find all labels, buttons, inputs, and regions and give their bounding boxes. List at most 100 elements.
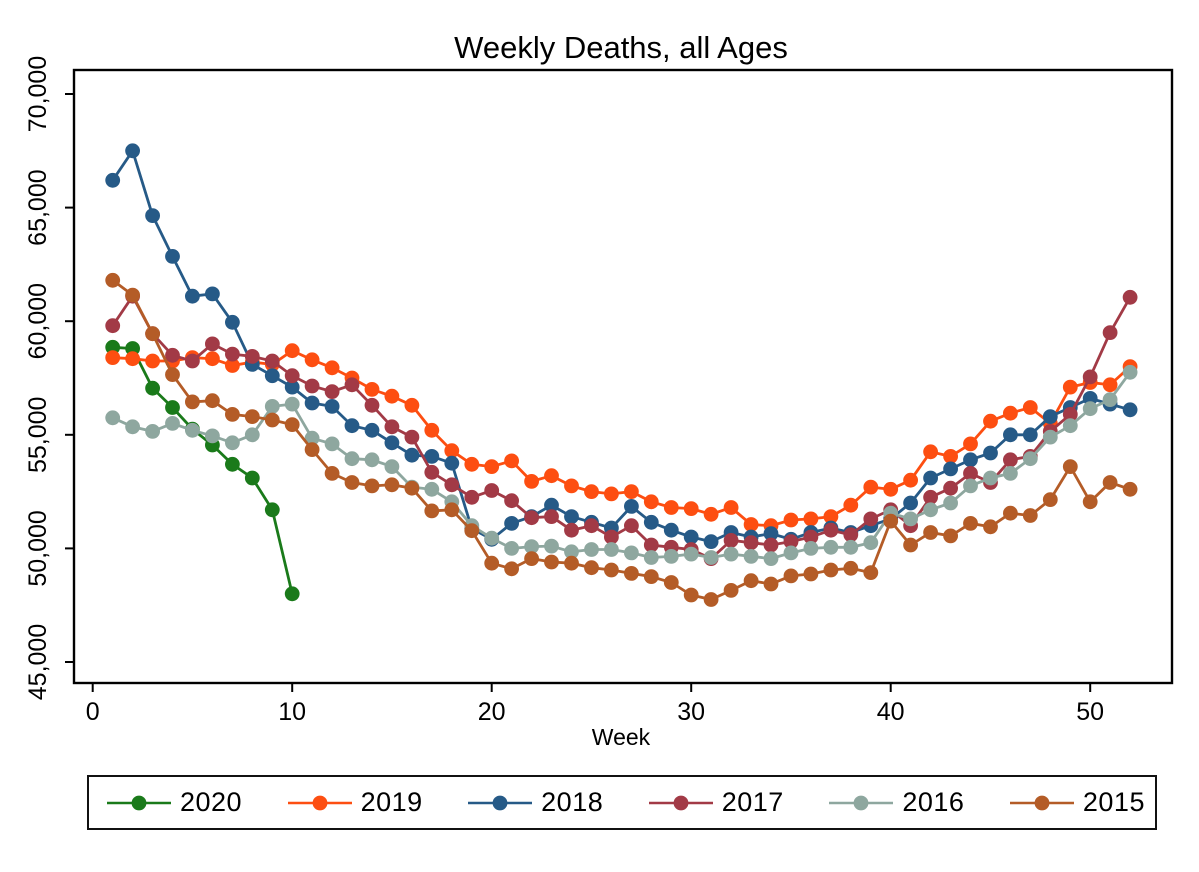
- series-2016-marker: [963, 478, 978, 494]
- legend-item-2018: 2018: [468, 787, 603, 818]
- series-2016-marker: [943, 495, 958, 511]
- series-2015-marker: [1003, 505, 1018, 521]
- series-2015-marker: [205, 393, 220, 409]
- series-2016-marker: [284, 396, 300, 412]
- series-2015-marker: [1062, 459, 1078, 474]
- series-2016-marker: [364, 452, 380, 468]
- series-2016-marker: [264, 399, 280, 414]
- series-2019-marker: [703, 506, 719, 522]
- series-2015-marker: [763, 576, 779, 592]
- series-2017-marker: [264, 353, 280, 369]
- series-2015-marker: [903, 537, 918, 553]
- series-2019-marker: [105, 350, 121, 365]
- series-2018-marker: [683, 529, 699, 545]
- series-2018-marker: [643, 514, 659, 530]
- series-2015-marker: [803, 566, 819, 582]
- series-layer: [105, 143, 1138, 607]
- series-2017-marker: [863, 511, 879, 527]
- series-2015: [105, 272, 1138, 607]
- series-2015-marker: [344, 475, 360, 490]
- series-2019-marker: [1102, 377, 1118, 393]
- series-2016-marker: [1082, 401, 1098, 417]
- legend-dot: [492, 795, 508, 810]
- legend-marker-2017: [648, 795, 713, 810]
- series-2019-marker: [584, 484, 599, 499]
- series-2015-marker: [683, 587, 699, 603]
- legend-item-2015: 2015: [1009, 787, 1145, 818]
- series-2019-marker: [943, 449, 958, 464]
- series-2018-marker: [504, 516, 519, 531]
- series-2016-marker: [903, 511, 918, 527]
- series-2019-marker: [424, 422, 440, 438]
- series-2017-marker: [564, 522, 579, 538]
- series-2019-marker: [1062, 379, 1078, 395]
- x-tick-label: 30: [677, 698, 705, 726]
- series-2019-marker: [504, 453, 519, 469]
- series-2015-marker: [304, 442, 320, 457]
- legend-label-2019: 2019: [360, 787, 423, 817]
- series-2019-marker: [783, 512, 799, 528]
- series-2017-marker: [843, 527, 859, 543]
- series-2018-marker: [324, 399, 340, 414]
- series-2015-marker: [125, 287, 140, 303]
- x-tick-label: 10: [278, 698, 306, 726]
- series-2018-marker: [225, 314, 240, 330]
- series-2015-marker: [643, 569, 659, 584]
- legend-dot: [853, 795, 869, 810]
- series-2016-marker: [763, 551, 779, 566]
- series-2019-marker: [843, 497, 859, 513]
- series-2020-marker: [105, 339, 121, 355]
- series-2017-line: [111, 293, 1132, 561]
- series-2016-marker: [244, 427, 260, 443]
- series-2017-marker: [1102, 325, 1118, 340]
- series-2015-marker: [943, 528, 958, 544]
- series-2019-marker: [1022, 400, 1038, 415]
- series-2016-marker: [1042, 429, 1058, 445]
- series-2017-marker: [723, 533, 739, 548]
- series-2018-marker: [1122, 402, 1138, 418]
- series-2020-marker: [284, 586, 300, 602]
- series-2015-marker: [145, 326, 161, 342]
- legend-item-2016: 2016: [829, 787, 964, 818]
- series-2016-marker: [324, 436, 340, 452]
- series-2019-marker: [145, 353, 161, 369]
- series-2019-marker: [643, 494, 659, 510]
- legend-marker-2015: [1009, 795, 1074, 810]
- series-2015-marker: [364, 478, 380, 494]
- series-2015-marker: [1082, 494, 1098, 510]
- series-2018-marker: [703, 534, 719, 549]
- series-2016-marker: [384, 459, 400, 474]
- series-2015-marker: [604, 562, 619, 578]
- series-2017-marker: [1082, 369, 1098, 385]
- series-2018-marker: [903, 495, 918, 511]
- series-2017-marker: [344, 377, 360, 393]
- y-tick-label: 60,000: [24, 283, 52, 359]
- series-2019-marker: [823, 509, 839, 524]
- series-2019-marker: [364, 382, 380, 397]
- series-2018-marker: [1082, 391, 1098, 406]
- series-2016-marker: [225, 435, 240, 451]
- series-2017-marker: [943, 480, 958, 496]
- series-2015-marker: [1122, 481, 1138, 497]
- series-2017-marker: [604, 529, 619, 545]
- series-2016-marker: [1102, 392, 1118, 407]
- y-tick-label: 55,000: [24, 397, 52, 473]
- series-2017-marker: [524, 510, 539, 526]
- series-2015-marker: [464, 523, 480, 539]
- series-2016-marker: [584, 542, 599, 557]
- series-2018-marker: [205, 286, 220, 302]
- series-2019-marker: [1003, 405, 1018, 421]
- series-2017-marker: [783, 534, 799, 549]
- series-2019-marker: [883, 481, 899, 497]
- series-2020-marker: [165, 400, 180, 415]
- x-tick-label: 20: [478, 698, 506, 726]
- series-2018-marker: [105, 172, 121, 188]
- x-axis-label: Week: [592, 724, 651, 750]
- series-2015-marker: [544, 554, 559, 570]
- series-2016-marker: [624, 545, 639, 561]
- series-2018-marker: [1022, 427, 1038, 443]
- series-2019-marker: [125, 351, 140, 367]
- series-2017-marker: [923, 489, 938, 505]
- series-2015-marker: [923, 525, 938, 540]
- series-2016-marker: [683, 546, 699, 562]
